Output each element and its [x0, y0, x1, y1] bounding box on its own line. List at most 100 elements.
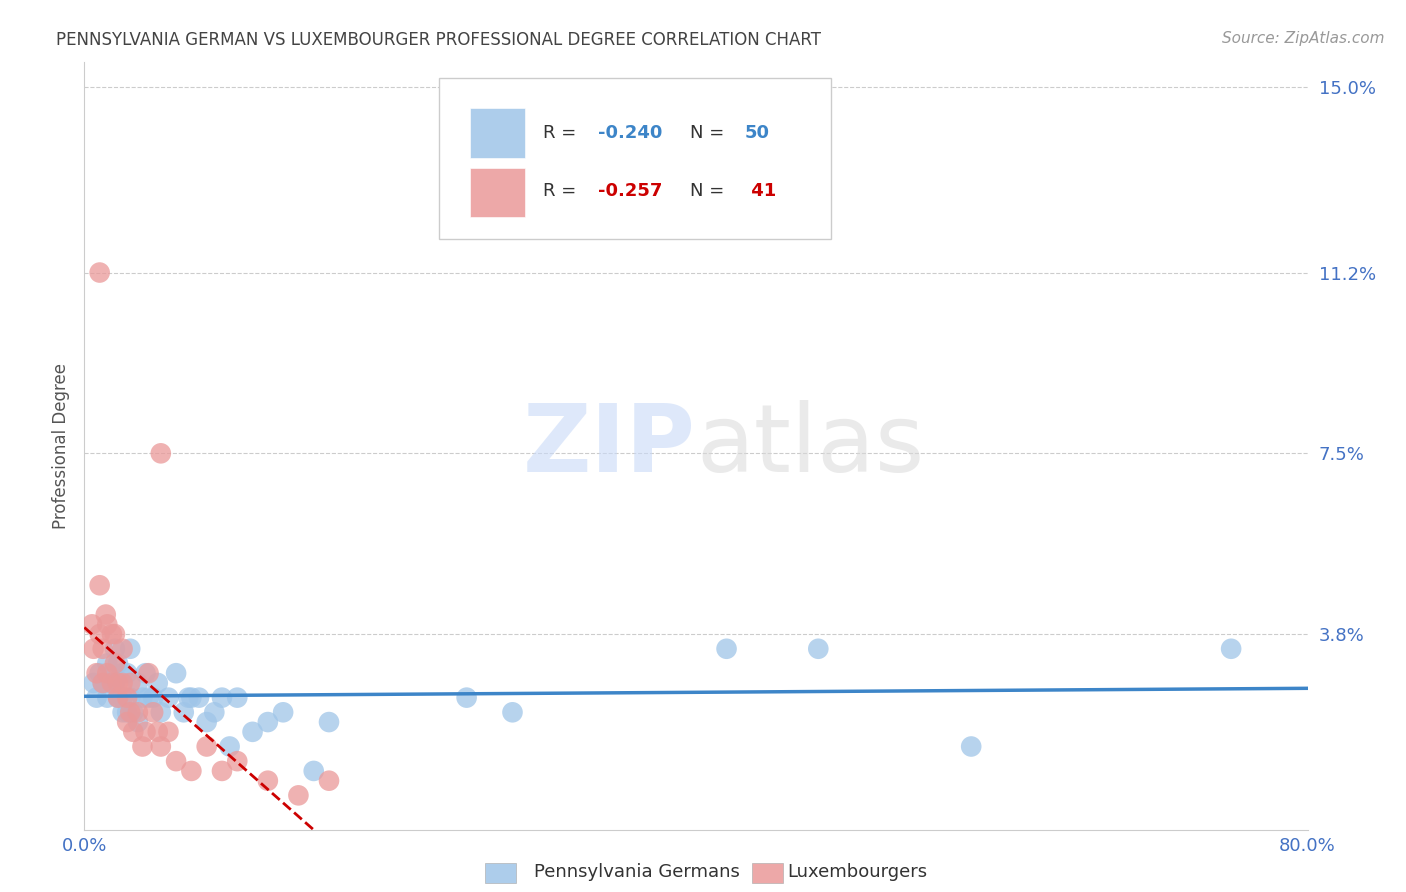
Text: R =: R =: [543, 182, 582, 201]
Point: [86, 666, 108, 681]
Point: [86, 690, 108, 705]
Point: [157, 690, 180, 705]
Point: [96, 617, 118, 632]
Point: [960, 739, 983, 754]
Point: [218, 739, 240, 754]
Point: [165, 754, 187, 768]
Point: [120, 690, 142, 705]
Text: R =: R =: [543, 124, 582, 142]
Point: [202, 706, 225, 720]
Point: [91, 641, 114, 656]
Point: [115, 706, 138, 720]
Point: [89, 627, 111, 641]
Point: [101, 676, 124, 690]
Text: Source: ZipAtlas.com: Source: ZipAtlas.com: [1222, 31, 1385, 46]
Point: [138, 690, 160, 705]
Text: Luxembourgers: Luxembourgers: [787, 863, 928, 881]
Text: Pennsylvania Germans: Pennsylvania Germans: [534, 863, 740, 881]
Point: [107, 690, 129, 705]
Y-axis label: Professional Degree: Professional Degree: [52, 363, 70, 529]
Point: [122, 724, 145, 739]
Point: [302, 764, 325, 778]
Point: [211, 690, 233, 705]
Point: [149, 739, 172, 754]
Point: [120, 706, 142, 720]
Point: [101, 627, 124, 641]
Point: [257, 714, 280, 729]
Point: [142, 706, 165, 720]
Point: [807, 641, 830, 656]
Text: PENNSYLVANIA GERMAN VS LUXEMBOURGER PROFESSIONAL DEGREE CORRELATION CHART: PENNSYLVANIA GERMAN VS LUXEMBOURGER PROF…: [56, 31, 821, 49]
Point: [104, 627, 127, 641]
Text: 41: 41: [745, 182, 776, 201]
Point: [127, 714, 149, 729]
Point: [94, 676, 117, 690]
Point: [104, 657, 127, 671]
Point: [318, 773, 340, 788]
Point: [242, 724, 264, 739]
Point: [146, 676, 169, 690]
Point: [173, 706, 195, 720]
Point: [96, 690, 118, 705]
Point: [96, 666, 118, 681]
Point: [502, 706, 524, 720]
Point: [1220, 641, 1243, 656]
Point: [211, 764, 233, 778]
Point: [111, 641, 134, 656]
Point: [127, 706, 149, 720]
Point: [107, 690, 129, 705]
Point: [135, 666, 157, 681]
Point: [107, 676, 129, 690]
Point: [180, 764, 202, 778]
Point: [115, 690, 138, 705]
Text: ZIP: ZIP: [523, 400, 696, 492]
Point: [96, 657, 118, 671]
Point: [111, 690, 134, 705]
Text: N =: N =: [690, 182, 730, 201]
Point: [89, 666, 111, 681]
Text: -0.240: -0.240: [598, 124, 662, 142]
Point: [257, 773, 280, 788]
Point: [318, 714, 340, 729]
Point: [115, 666, 138, 681]
Point: [138, 666, 160, 681]
Text: atlas: atlas: [696, 400, 924, 492]
Point: [94, 607, 117, 622]
Point: [226, 754, 249, 768]
FancyBboxPatch shape: [439, 78, 831, 239]
Point: [91, 676, 114, 690]
Point: [80, 617, 103, 632]
Point: [111, 676, 134, 690]
Point: [195, 714, 218, 729]
Point: [91, 676, 114, 690]
Point: [142, 690, 165, 705]
Point: [716, 641, 738, 656]
Point: [104, 641, 127, 656]
Point: [188, 690, 211, 705]
Point: [146, 724, 169, 739]
Point: [89, 266, 111, 280]
FancyBboxPatch shape: [470, 168, 524, 218]
Point: [157, 724, 180, 739]
Point: [83, 676, 105, 690]
Point: [131, 690, 153, 705]
Point: [131, 739, 153, 754]
Text: -0.257: -0.257: [598, 182, 662, 201]
Point: [101, 676, 124, 690]
Point: [122, 706, 145, 720]
Point: [271, 706, 294, 720]
Point: [149, 446, 172, 460]
Point: [287, 789, 309, 803]
Point: [83, 641, 105, 656]
Text: N =: N =: [690, 124, 730, 142]
Point: [180, 690, 202, 705]
Point: [149, 706, 172, 720]
Point: [115, 714, 138, 729]
Point: [107, 657, 129, 671]
Point: [195, 739, 218, 754]
Point: [456, 690, 478, 705]
Point: [127, 676, 149, 690]
FancyBboxPatch shape: [470, 109, 524, 158]
Point: [111, 706, 134, 720]
Text: 50: 50: [745, 124, 770, 142]
